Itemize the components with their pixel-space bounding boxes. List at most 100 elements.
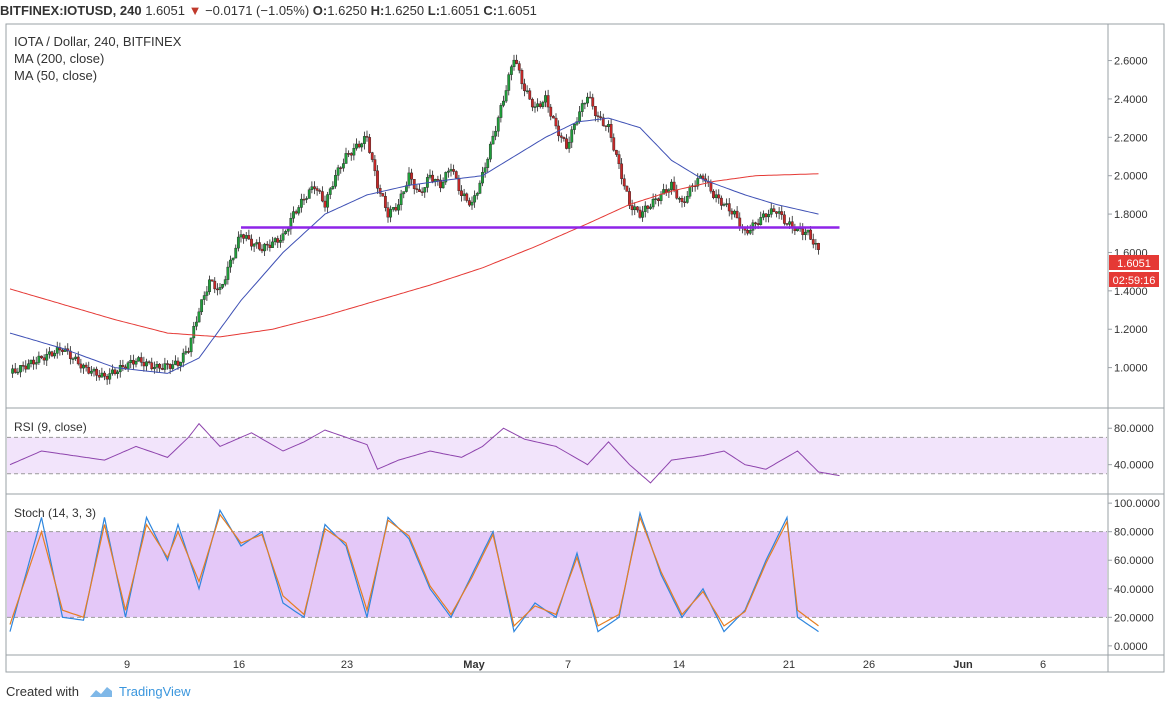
candle-body <box>748 230 752 234</box>
candle-body <box>565 138 568 149</box>
candle-body <box>580 103 584 112</box>
candle-body <box>71 358 75 360</box>
candle-body <box>315 188 319 191</box>
candle-body <box>614 149 618 155</box>
candle-body <box>562 137 566 139</box>
candle-body <box>320 191 324 202</box>
candle-body <box>625 185 629 192</box>
candle-body <box>378 188 382 194</box>
candle-body <box>276 238 280 243</box>
candle-body <box>239 234 243 238</box>
candle-body <box>486 158 490 168</box>
candle-body <box>273 238 277 243</box>
candle-body <box>184 351 188 354</box>
candle-body <box>735 210 739 219</box>
candle-body <box>782 214 786 224</box>
candle-body <box>680 198 684 202</box>
candle-body <box>373 159 377 172</box>
candle-body <box>677 198 681 200</box>
chart-frame <box>5 23 1165 673</box>
countdown-text: 02:59:16 <box>1113 275 1156 287</box>
candle-body <box>370 152 374 160</box>
candle-body <box>294 211 298 214</box>
candle-body <box>428 174 432 178</box>
candle-body <box>336 167 340 176</box>
candle-body <box>263 243 267 252</box>
candle-body <box>588 96 592 99</box>
candle-body <box>457 177 461 191</box>
candle-body <box>223 279 227 285</box>
candle-body <box>675 189 679 199</box>
candle-body <box>397 204 400 211</box>
symbol-label: BITFINEX:IOTUSD, 240 <box>0 3 142 18</box>
candle-body <box>21 365 25 367</box>
candle-body <box>383 196 387 208</box>
candle-body <box>189 337 193 353</box>
candle-body <box>339 167 343 169</box>
candle-body <box>187 351 190 353</box>
ma200-line <box>9 173 819 338</box>
candle-body <box>242 234 246 239</box>
candle-body <box>116 371 120 374</box>
candle-body <box>45 354 49 361</box>
candle-body <box>24 365 28 370</box>
candle-body <box>250 238 253 247</box>
candle-body <box>179 362 183 366</box>
candle-body <box>108 373 112 380</box>
candle-body <box>302 198 306 201</box>
candle-body <box>593 106 597 116</box>
candle-body <box>32 359 36 365</box>
time-tick-label: 14 <box>673 659 685 671</box>
candle-body <box>473 195 477 203</box>
candle-body <box>788 221 792 225</box>
candle-body <box>40 355 43 358</box>
candle-body <box>355 143 358 149</box>
candle-body <box>630 205 634 211</box>
candle-body <box>530 98 534 108</box>
candle-body <box>257 242 261 250</box>
candle-body <box>470 201 474 206</box>
candle-body <box>801 228 805 235</box>
candle-body <box>570 129 574 143</box>
candle-body <box>13 368 17 373</box>
candle-body <box>423 187 427 193</box>
candle-body <box>662 189 666 195</box>
time-tick-label: 16 <box>233 659 245 671</box>
candle-body <box>515 59 519 64</box>
candle-body <box>55 347 59 354</box>
last-price: 1.6051 <box>145 3 185 18</box>
candle-body <box>772 208 776 212</box>
candle-body <box>491 135 495 145</box>
candle-body <box>670 181 673 190</box>
candle-body <box>252 243 256 247</box>
candle-body <box>601 117 605 126</box>
candle-body <box>155 363 159 368</box>
candle-body <box>286 228 290 232</box>
candle-body <box>814 242 818 245</box>
candle-body <box>103 372 106 377</box>
footer: Created with TradingView <box>6 683 191 701</box>
candle-body <box>34 362 38 365</box>
candle-body <box>176 360 180 366</box>
candle-body <box>89 370 93 374</box>
candle-body <box>284 231 288 234</box>
candle-body <box>499 105 503 118</box>
rsi-tick-label: 40.0000 <box>1114 460 1154 472</box>
candle-body <box>236 236 240 249</box>
candle-body <box>92 368 96 372</box>
candle-body <box>638 209 642 218</box>
last-price-badge-text: 1.6051 <box>1117 258 1151 270</box>
candle-body <box>622 178 626 187</box>
candle-body <box>559 135 563 138</box>
candle-body <box>520 70 524 85</box>
tradingview-link[interactable]: TradingView <box>118 684 191 699</box>
candle-body <box>656 198 660 201</box>
candle-body <box>42 357 46 361</box>
candle-body <box>596 115 600 117</box>
candle-body <box>599 116 603 118</box>
symbol-header: BITFINEX:IOTUSD, 240 1.6051 ▼ −0.0171 (−… <box>0 0 1172 22</box>
stoch-tick-label: 0.0000 <box>1114 641 1148 653</box>
candle-body <box>572 124 576 130</box>
candle-body <box>467 200 471 206</box>
